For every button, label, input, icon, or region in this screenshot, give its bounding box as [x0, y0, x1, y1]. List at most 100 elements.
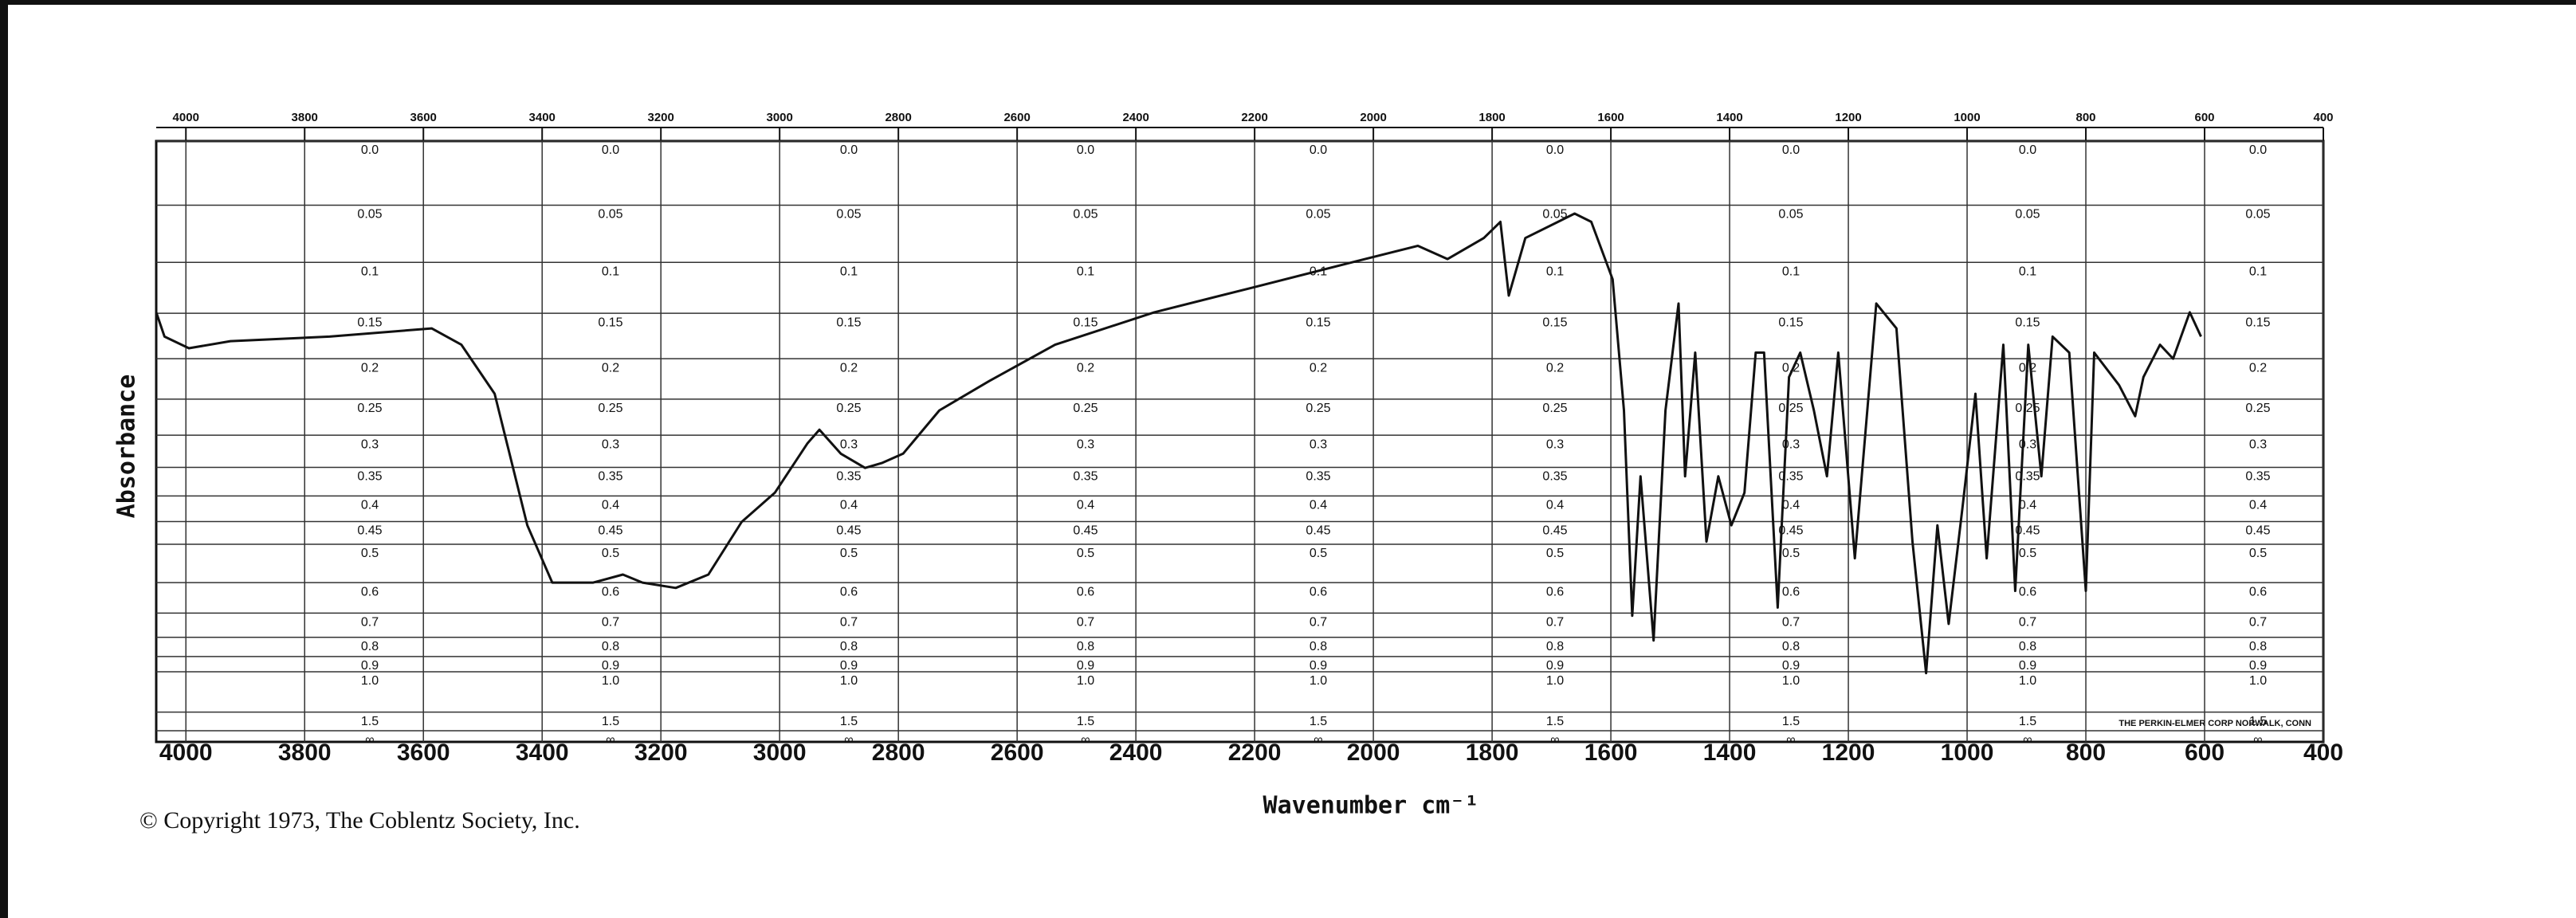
y-tick-label: 0.45: [1778, 524, 1803, 538]
top-tick-label: 2000: [1360, 111, 1386, 124]
y-tick-label: 0.3: [2249, 437, 2267, 451]
x-tick-label: 3600: [397, 740, 450, 766]
y-tick-label: 0.1: [602, 265, 619, 278]
y-tick-label: 0.35: [1073, 470, 1098, 484]
x-axis-label: Wavenumber cm⁻¹: [1263, 792, 1479, 820]
y-tick-label: 0.1: [1546, 265, 1564, 278]
y-tick-label: 0.45: [2015, 524, 2040, 538]
y-tick-label: 0.0: [2249, 143, 2267, 157]
y-tick-label: 0.9: [361, 659, 379, 673]
y-tick-label: 0.6: [602, 585, 619, 598]
y-tick-label: 1.5: [2019, 715, 2036, 728]
y-tick-label: 0.05: [836, 208, 861, 222]
y-tick-label: 0.45: [836, 524, 861, 538]
y-tick-label: 0.2: [1546, 361, 1564, 375]
y-tick-label: 0.4: [1077, 499, 1094, 512]
top-tick-label: 1800: [1478, 111, 1505, 124]
y-tick-label: 0.45: [357, 524, 382, 538]
y-tick-label: 0.15: [1073, 316, 1098, 329]
y-tick-label: 0.35: [836, 470, 861, 484]
y-tick-label: 1.5: [602, 715, 619, 728]
top-tick-label: 400: [2313, 111, 2333, 124]
y-tick-label: 1.0: [1782, 674, 1800, 688]
y-tick-label: 0.8: [1310, 640, 1327, 653]
y-tick-label: 0.6: [840, 585, 858, 598]
y-tick-label: 0.9: [2019, 659, 2036, 673]
y-tick-label: 0.15: [836, 316, 861, 329]
y-tick-label: 1.5: [1310, 715, 1327, 728]
x-tick-label: 4000: [159, 740, 213, 766]
y-tick-label: 0.5: [840, 547, 858, 560]
x-tick-label: 1600: [1584, 740, 1638, 766]
spectrum-line: [155, 212, 2202, 675]
y-tick-label: 0.9: [2249, 659, 2267, 673]
x-tick-label: 1200: [1822, 740, 1875, 766]
y-tick-label: 0.7: [2249, 616, 2267, 630]
x-tick-label: 2800: [872, 740, 925, 766]
y-tick-label: 1.5: [1782, 715, 1800, 728]
y-tick-label: 0.1: [2249, 265, 2267, 278]
y-tick-label: 1.0: [1546, 674, 1564, 688]
top-tick-label: 1200: [1835, 111, 1861, 124]
y-tick-label: 0.4: [2249, 499, 2267, 512]
x-tick-label: 2200: [1228, 740, 1282, 766]
y-tick-label: 0.3: [840, 437, 858, 451]
y-tick-label: 0.4: [1310, 499, 1327, 512]
plot-frame: [155, 139, 2325, 743]
y-tick-label: 0.0: [1310, 143, 1327, 157]
y-tick-label: 0.5: [602, 547, 619, 560]
y-tick-label: 0.9: [840, 659, 858, 673]
y-tick-label: 0.8: [361, 640, 379, 653]
y-tick-label: 0.4: [1546, 499, 1564, 512]
y-tick-label: 0.4: [361, 499, 379, 512]
y-tick-label: 1.0: [602, 674, 619, 688]
top-tick-label: 800: [2076, 111, 2096, 124]
y-tick-label: 0.2: [1077, 361, 1094, 375]
y-tick-label: 0.1: [2019, 265, 2036, 278]
y-tick-label: 0.5: [1546, 547, 1564, 560]
y-tick-label: 0.05: [2245, 208, 2270, 222]
y-tick-label: 0.25: [1073, 402, 1098, 415]
y-tick-label: 0.35: [598, 470, 622, 484]
y-tick-label: ∞: [365, 733, 374, 747]
y-tick-label: 0.8: [1782, 640, 1800, 653]
y-tick-label: 0.25: [357, 402, 382, 415]
y-tick-label: 0.35: [2015, 470, 2040, 484]
y-tick-label: 0.3: [602, 437, 619, 451]
y-tick-label: 1.5: [1077, 715, 1094, 728]
y-tick-label: 0.2: [2249, 361, 2267, 375]
top-tick-label: 2600: [1003, 111, 1030, 124]
y-tick-label: 0.3: [361, 437, 379, 451]
y-tick-label: 0.4: [840, 499, 858, 512]
y-tick-label: 0.1: [840, 265, 858, 278]
y-tick-label: 0.3: [1077, 437, 1094, 451]
y-tick-label: 0.25: [1542, 402, 1567, 415]
x-tick-label: 2000: [1347, 740, 1400, 766]
x-tick-label: 3400: [516, 740, 569, 766]
y-tick-label: 0.5: [2019, 547, 2036, 560]
y-tick-label: 1.5: [2249, 715, 2267, 728]
y-tick-label: 0.6: [2019, 585, 2036, 598]
top-tick-label: 3800: [292, 111, 318, 124]
y-tick-label: 0.6: [361, 585, 379, 598]
y-tick-label: 0.5: [361, 547, 379, 560]
y-tick-label: 0.3: [1546, 437, 1564, 451]
top-tick-label: 1000: [1954, 111, 1980, 124]
y-tick-label: 0.7: [1546, 616, 1564, 630]
y-tick-label: 0.35: [1306, 470, 1330, 484]
y-tick-label: 1.0: [1310, 674, 1327, 688]
y-tick-label: 0.35: [1778, 470, 1803, 484]
y-tick-label: 0.5: [2249, 547, 2267, 560]
top-tick-label: 600: [2194, 111, 2214, 124]
y-tick-label: 0.45: [1306, 524, 1330, 538]
x-tick-label: 3800: [278, 740, 332, 766]
y-tick-label: 0.05: [598, 208, 622, 222]
y-tick-label: 0.25: [2015, 402, 2040, 415]
y-tick-label: 0.05: [1306, 208, 1330, 222]
y-tick-label: 1.5: [1546, 715, 1564, 728]
copyright: © Copyright 1973, The Coblentz Society, …: [139, 807, 580, 834]
y-tick-label: 0.05: [357, 208, 382, 222]
y-tick-label: 0.6: [1077, 585, 1094, 598]
y-tick-label: 0.8: [2019, 640, 2036, 653]
y-tick-label: 0.35: [1542, 470, 1567, 484]
